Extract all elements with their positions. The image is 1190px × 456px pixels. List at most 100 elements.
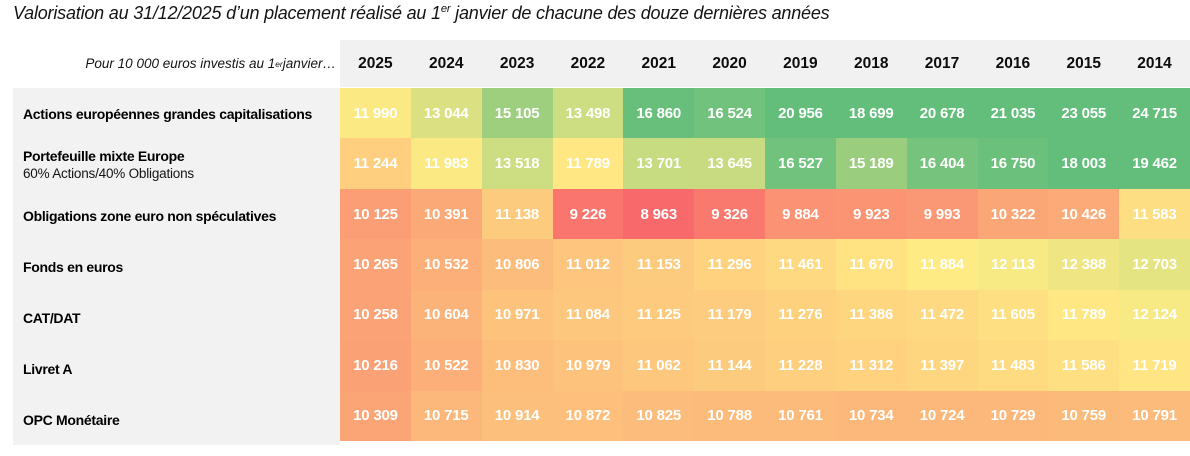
heatmap-cell: 16 750 xyxy=(977,138,1049,189)
heatmap-cell: 10 216 xyxy=(340,340,411,391)
heatmap-cell: 11 012 xyxy=(552,239,624,290)
heatmap-cell: 10 971 xyxy=(481,289,553,341)
heatmap-cell: 10 759 xyxy=(1048,390,1120,441)
heatmap-cell: 11 472 xyxy=(906,289,978,341)
heatmap-cell: 21 035 xyxy=(977,88,1049,139)
heatmap-cell: 11 153 xyxy=(623,239,695,290)
heatmap-cell: 11 586 xyxy=(1048,340,1120,391)
heatmap-cell: 11 397 xyxy=(906,340,978,391)
heatmap-cell: 16 404 xyxy=(906,138,978,189)
heatmap-cell: 10 806 xyxy=(481,239,553,290)
heatmap-cell: 11 244 xyxy=(340,138,411,189)
row-label: Actions européennes grandes capitalisati… xyxy=(13,88,340,139)
corner-label: Pour 10 000 euros investis au 1 er janvier… xyxy=(85,56,336,71)
heatmap-cell: 10 830 xyxy=(481,340,553,391)
year-header: 2023 xyxy=(499,54,535,72)
heatmap-cell: 15 105 xyxy=(481,88,553,139)
year-header: 2025 xyxy=(358,54,393,72)
heatmap-cell: 11 276 xyxy=(765,289,836,341)
row-label: Obligations zone euro non spéculatives xyxy=(13,190,340,241)
heatmap-cell: 11 461 xyxy=(765,239,836,290)
heatmap-cell: 12 388 xyxy=(1048,239,1120,290)
heatmap-cell: 10 604 xyxy=(410,289,482,341)
year-header-row: 2025 2024 2023 2022 2021 2020 2019 2018 2017 2016… xyxy=(340,40,1190,87)
heatmap-cell: 9 226 xyxy=(552,188,624,240)
year-header: 2015 xyxy=(1066,54,1101,72)
year-header: 2017 xyxy=(924,54,960,72)
heatmap-cell: 11 296 xyxy=(694,239,765,290)
heatmap-cell: 11 884 xyxy=(906,239,978,290)
corner-label-text-end: janvier… xyxy=(282,56,336,71)
heatmap-cell: 18 003 xyxy=(1048,138,1120,189)
heatmap-cell: 11 719 xyxy=(1119,340,1190,391)
heatmap-cell: 11 983 xyxy=(410,138,482,189)
row-label: CAT/DAT xyxy=(13,292,340,343)
heatmap-cell: 8 963 xyxy=(623,188,695,240)
heatmap-cell: 12 703 xyxy=(1119,239,1190,290)
figure-title-text: Valorisation au 31/12/2025 d’un placemen… xyxy=(13,3,441,23)
year-header: 2019 xyxy=(783,54,818,72)
heatmap-cell: 11 138 xyxy=(481,188,553,240)
heatmap-cell: 12 124 xyxy=(1119,289,1190,341)
heatmap-cell: 10 979 xyxy=(552,340,624,391)
heatmap-cell: 16 524 xyxy=(694,88,765,139)
heatmap-cell: 11 084 xyxy=(552,289,624,341)
heatmap-cell: 10 125 xyxy=(340,188,411,240)
row-label-main: CAT/DAT xyxy=(23,309,81,326)
heatmap-cell: 10 914 xyxy=(481,390,553,441)
figure-title-superscript: er xyxy=(440,3,451,15)
heatmap-cell: 10 872 xyxy=(552,390,624,441)
heatmap-cell: 18 699 xyxy=(835,88,907,139)
heatmap-cell: 13 498 xyxy=(552,88,624,139)
row-label-main: OPC Monétaire xyxy=(23,411,120,428)
heatmap-cell: 24 715 xyxy=(1119,88,1190,139)
row-label-main: Obligations zone euro non spéculatives xyxy=(23,207,277,224)
heatmap-cell: 20 678 xyxy=(906,88,978,139)
row-label: Livret A xyxy=(13,343,340,394)
heatmap-grid: 11 990 13 044 15 105 13 498 16 860 16 524 20 9… xyxy=(340,88,1190,441)
heatmap-cell: 10 522 xyxy=(410,340,482,391)
row-label: Portefeuille mixte Europe 60% Actions/40%… xyxy=(13,139,340,190)
year-header: 2020 xyxy=(712,54,747,72)
row-label-main: Livret A xyxy=(23,360,73,377)
heatmap-cell: 11 990 xyxy=(340,88,411,139)
heatmap-cell: 10 825 xyxy=(623,390,695,441)
row-label-main: Fonds en euros xyxy=(23,258,124,275)
heatmap-cell: 10 391 xyxy=(410,188,482,240)
heatmap-cell: 10 532 xyxy=(410,239,482,290)
heatmap-cell: 9 993 xyxy=(906,188,978,240)
heatmap-cell: 11 386 xyxy=(835,289,907,341)
year-header: 2018 xyxy=(853,54,889,72)
heatmap-cell: 15 189 xyxy=(835,138,907,189)
heatmap-cell: 10 729 xyxy=(977,390,1049,441)
heatmap-cell: 10 322 xyxy=(977,188,1049,240)
heatmap-cell: 10 788 xyxy=(694,390,765,441)
heatmap-cell: 11 062 xyxy=(623,340,695,391)
year-header: 2024 xyxy=(429,54,464,72)
year-header: 2021 xyxy=(641,54,676,72)
year-header: 2016 xyxy=(995,54,1031,72)
heatmap-cell: 10 309 xyxy=(340,390,411,441)
year-header: 2014 xyxy=(1137,54,1172,72)
heatmap-cell: 20 956 xyxy=(765,88,836,139)
heatmap-cell: 11 179 xyxy=(694,289,765,341)
heatmap-cell: 10 265 xyxy=(340,239,411,290)
figure-title-text-end: janvier de chacune des douze dernières a… xyxy=(450,3,830,23)
year-header: 2022 xyxy=(570,54,606,72)
heatmap-cell: 10 734 xyxy=(835,390,907,441)
row-label: Fonds en euros xyxy=(13,241,340,292)
heatmap-cell: 9 884 xyxy=(765,188,836,240)
heatmap-cell: 16 860 xyxy=(623,88,695,139)
heatmap-cell: 16 527 xyxy=(765,138,836,189)
heatmap-cell: 11 228 xyxy=(765,340,836,391)
heatmap-cell: 10 761 xyxy=(765,390,836,441)
heatmap-cell: 10 426 xyxy=(1048,188,1120,240)
heatmap-cell: 13 044 xyxy=(410,88,482,139)
heatmap-cell: 11 483 xyxy=(977,340,1049,391)
heatmap-cell: 11 605 xyxy=(977,289,1049,341)
heatmap-cell: 13 645 xyxy=(694,138,765,189)
heatmap-cell: 11 144 xyxy=(694,340,765,391)
heatmap-cell: 11 583 xyxy=(1119,188,1190,240)
row-label-sub: 60% Actions/40% Obligations xyxy=(23,166,194,181)
